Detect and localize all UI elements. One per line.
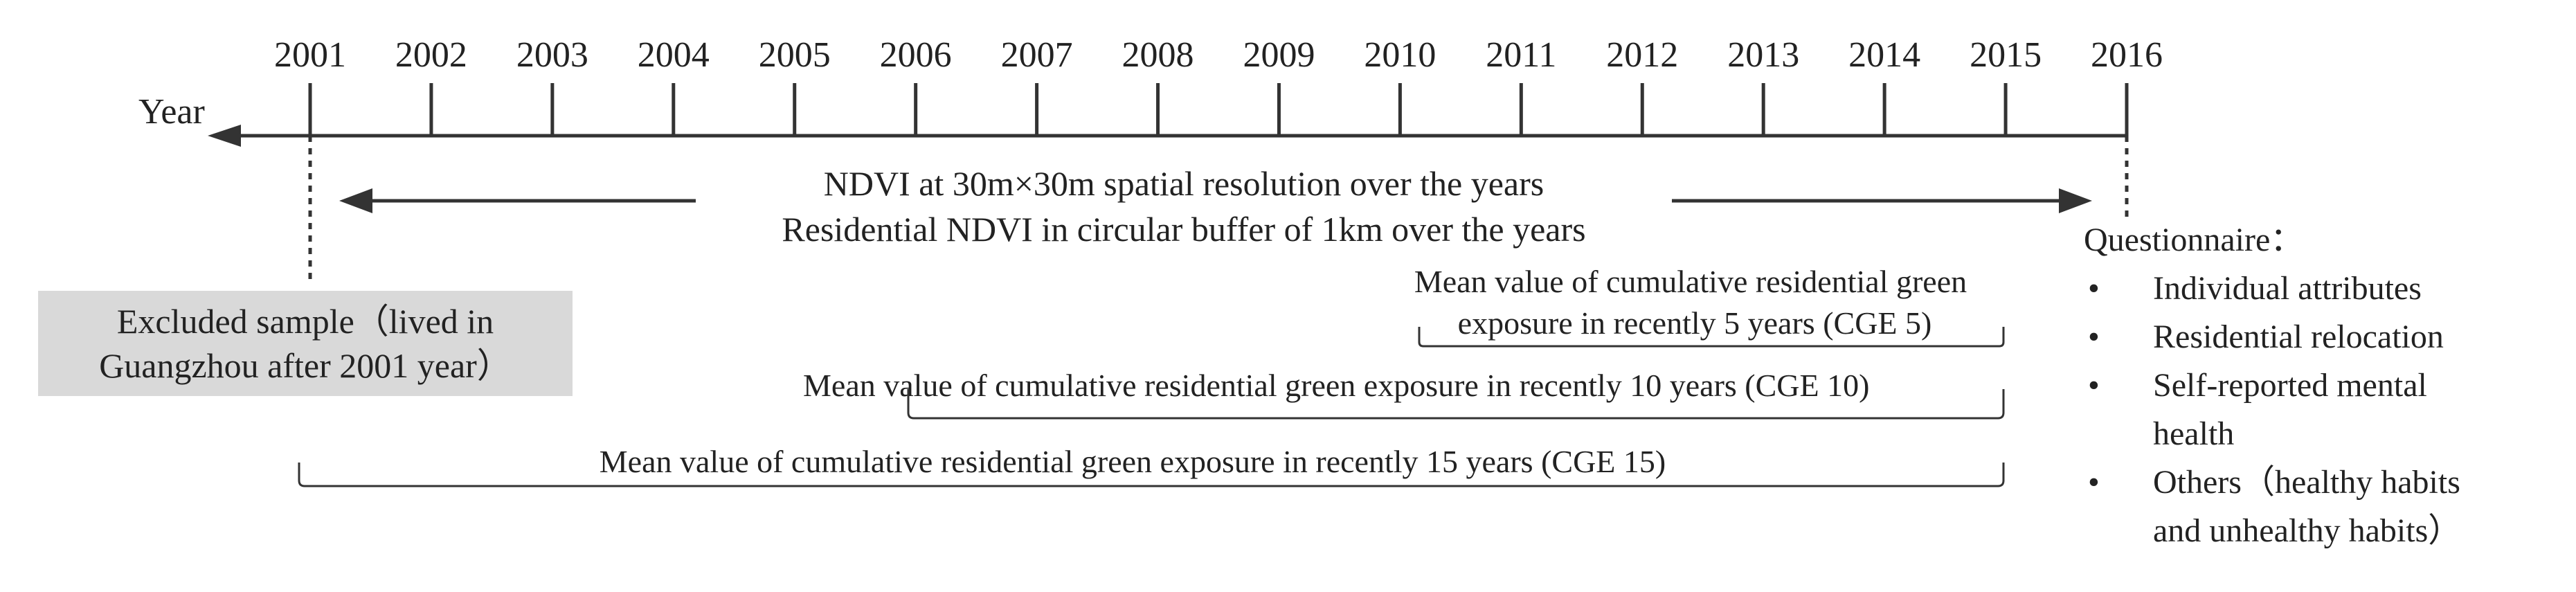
excluded-sample-line2: Guangzhou after 2001 year）	[99, 346, 512, 385]
cge5-label-line1: Mean value of cumulative residential gre…	[1414, 264, 1967, 299]
list-item: • Residential relocation	[2084, 313, 2461, 361]
list-item-label-cont: and unhealthy habits）	[2153, 512, 2462, 549]
year-label-2011: 2011	[1486, 35, 1556, 75]
year-label-2014: 2014	[1848, 35, 1920, 75]
list-item: • Individual attributes	[2084, 264, 2461, 313]
cge10-bracket	[907, 389, 2005, 420]
year-label-2004: 2004	[638, 35, 710, 75]
list-item-label-cont: health	[2153, 415, 2235, 452]
ndvi-label-line1: NDVI at 30m×30m spatial resolution over …	[824, 164, 1544, 203]
list-item-label: Self-reported mental	[2153, 367, 2427, 404]
year-label-2008: 2008	[1122, 35, 1194, 75]
cge10-label: Mean value of cumulative residential gre…	[803, 368, 1869, 403]
year-label-2007: 2007	[1001, 35, 1073, 75]
questionnaire-panel: Questionnaire： • Individual attributes •…	[2084, 216, 2461, 555]
ndvi-arrow-right-head	[2059, 188, 2092, 213]
bullet-icon: •	[2088, 367, 2100, 404]
cge5-label-line2: exposure in recently 5 years (CGE 5)	[1458, 305, 1932, 341]
cge15-bracket	[298, 463, 2005, 487]
year-label-2010: 2010	[1364, 35, 1436, 75]
list-item-label: Residential relocation	[2153, 319, 2444, 355]
year-ticks: 2001 2002 2003 2004 2005 2006 2007 2008 2009 2010…	[274, 35, 2163, 136]
axis-label-year: Year	[138, 92, 205, 132]
year-label-2012: 2012	[1606, 35, 1678, 75]
cge5-bracket	[1418, 327, 2005, 348]
cge15-label: Mean value of cumulative residential gre…	[600, 444, 1666, 479]
year-label-2003: 2003	[516, 35, 588, 75]
year-label-2009: 2009	[1243, 35, 1315, 75]
bullet-icon: •	[2088, 464, 2100, 501]
year-label-2015: 2015	[1970, 35, 2042, 75]
ndvi-label-line2: Residential NDVI in circular buffer of 1…	[782, 210, 1585, 249]
timeline-arrowhead	[208, 125, 241, 147]
year-label-2013: 2013	[1727, 35, 1799, 75]
year-label-2016: 2016	[2091, 35, 2163, 75]
questionnaire-title: Questionnaire：	[2084, 222, 2304, 258]
year-label-2002: 2002	[395, 35, 467, 75]
bullet-icon: •	[2088, 319, 2100, 355]
year-label-2001: 2001	[274, 35, 346, 75]
year-label-2005: 2005	[759, 35, 831, 75]
year-label-2006: 2006	[880, 35, 952, 75]
list-item: • Self-reported mental health	[2084, 361, 2461, 458]
list-item-label: Others（healthy habits	[2153, 464, 2460, 501]
ndvi-arrow-left-head	[339, 188, 372, 213]
bullet-icon: •	[2088, 270, 2100, 307]
excluded-sample-line1: Excluded sample（lived in	[116, 302, 494, 341]
questionnaire-list: • Individual attributes • Residential re…	[2084, 264, 2461, 555]
list-item-label: Individual attributes	[2153, 270, 2422, 307]
list-item: • Others（healthy habits and unhealthy ha…	[2084, 458, 2461, 555]
excluded-sample-box: Excluded sample（lived in Guangzhou after…	[38, 291, 573, 396]
